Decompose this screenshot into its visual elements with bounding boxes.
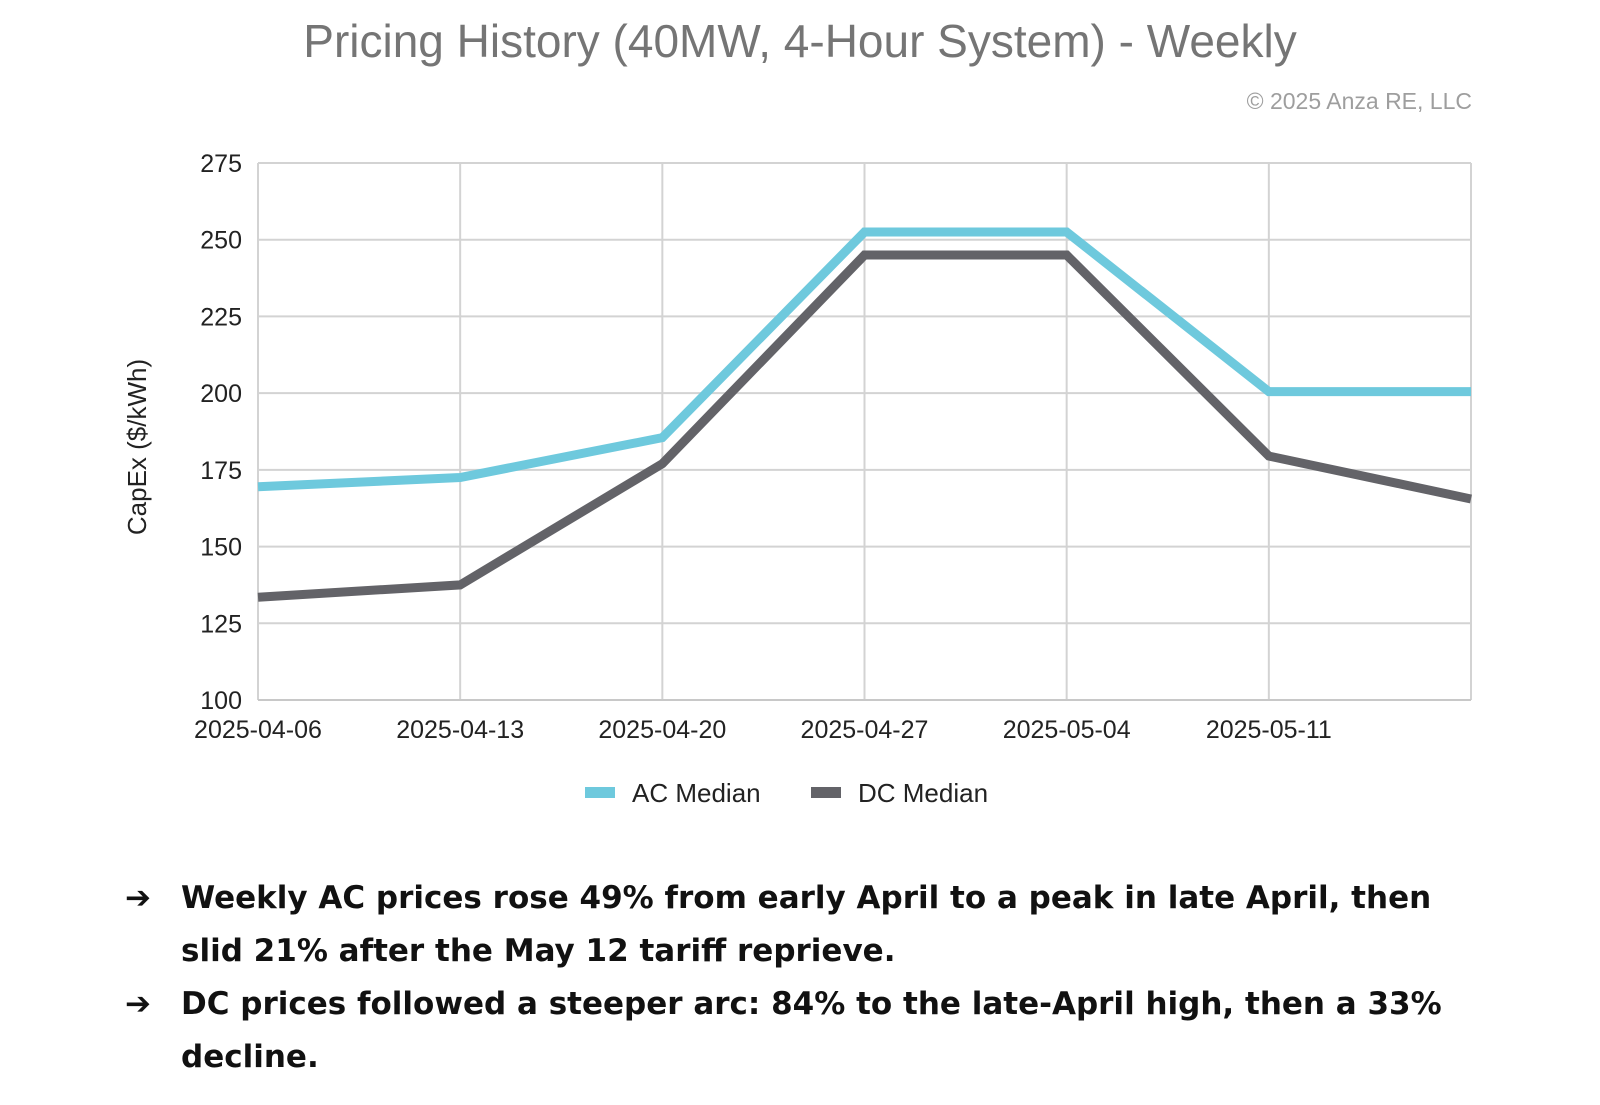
legend-item: AC Median: [585, 778, 761, 808]
grid-lines: [257, 162, 1472, 701]
legend-swatch: [585, 787, 615, 798]
y-tick-label: 250: [200, 227, 242, 255]
y-tick-label: 175: [200, 457, 242, 485]
y-tick-label: 100: [200, 687, 242, 715]
copyright-notice: © 2025 Anza RE, LLC: [1246, 88, 1472, 114]
bullet-item: ➔ DC prices followed a steeper arc: 84% …: [125, 978, 1455, 1084]
arrow-icon: ➔: [125, 986, 151, 1022]
bullet-text: DC prices followed a steeper arc: 84% to…: [181, 986, 1442, 1075]
ac-median-line: [257, 227, 1471, 492]
insight-bullets: ➔ Weekly AC prices rose 49% from early A…: [125, 872, 1455, 1084]
y-tick-label: 125: [200, 610, 242, 638]
y-tick-label: 225: [200, 303, 242, 331]
bullet-text: Weekly AC prices rose 49% from early Apr…: [181, 880, 1432, 969]
y-axis-ticks: 100 125 150 175 200 225 250 275: [200, 150, 242, 715]
x-axis-ticks: 2025-04-06 2025-04-13 2025-04-20 2025-04-27…: [194, 716, 1332, 744]
legend-item: DC Median: [811, 778, 988, 808]
chart-legend: AC Median DC Median: [585, 778, 988, 808]
x-tick-label: 2025-05-11: [1206, 716, 1332, 744]
y-axis-title: CapEx ($/kWh): [122, 359, 152, 535]
legend-label: AC Median: [632, 778, 761, 808]
y-tick-label: 275: [200, 150, 242, 178]
x-tick-label: 2025-05-04: [1003, 716, 1131, 744]
arrow-icon: ➔: [125, 880, 151, 916]
y-tick-label: 200: [200, 380, 242, 408]
x-tick-label: 2025-04-06: [194, 716, 322, 744]
legend-label: DC Median: [858, 778, 988, 808]
y-tick-label: 150: [200, 534, 242, 562]
dc-median-line: [257, 250, 1472, 602]
chart-title: Pricing History (40MW, 4-Hour System) - …: [303, 15, 1297, 67]
bullet-item: ➔ Weekly AC prices rose 49% from early A…: [125, 872, 1455, 978]
x-tick-label: 2025-04-20: [598, 716, 726, 744]
legend-swatch: [811, 787, 841, 798]
series-lines: [257, 227, 1472, 602]
x-tick-label: 2025-04-27: [801, 716, 929, 744]
x-tick-label: 2025-04-13: [396, 716, 524, 744]
